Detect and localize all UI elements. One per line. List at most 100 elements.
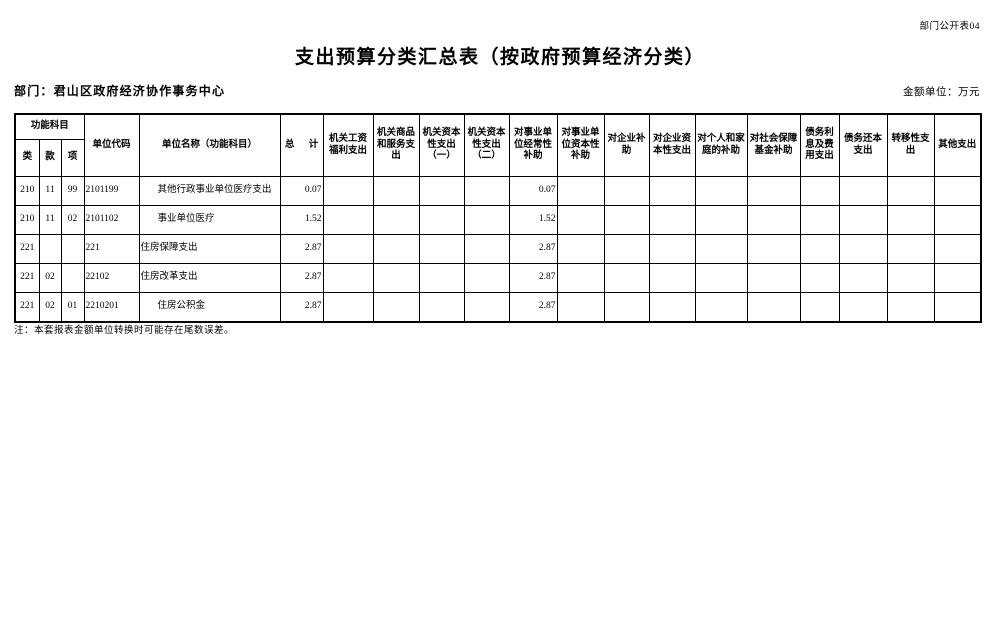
cell-value <box>322 205 374 235</box>
cell-value <box>463 234 510 264</box>
cell-unit-name: 住房保障支出 <box>138 234 281 264</box>
cell-value <box>694 292 748 323</box>
cell-value <box>322 176 374 206</box>
footnote: 注：本套报表金额单位转换时可能存在尾数误差。 <box>14 326 235 336</box>
col-header-expense-2: 机关资本性支出（一） <box>418 113 465 177</box>
cell-total: 1.52 <box>279 205 324 235</box>
cell-value <box>418 176 465 206</box>
col-header-expense-4: 对事业单位经常性补助 <box>508 113 558 177</box>
col-header-item: 项 <box>60 139 85 177</box>
cell-value <box>603 205 650 235</box>
cell-unit-code: 221 <box>83 234 140 264</box>
department-label: 部门：君山区政府经济协作事务中心 <box>14 84 226 98</box>
cell-value <box>838 205 888 235</box>
cell-value <box>556 292 605 323</box>
page-title: 支出预算分类汇总表（按政府预算经济分类） <box>294 47 705 68</box>
cell-unit-code: 2101102 <box>83 205 140 235</box>
cell-value <box>799 263 840 293</box>
meta-row: 部门：君山区政府经济协作事务中心 金额单位：万元 <box>14 82 980 99</box>
table-row: 221 221 住房保障支出 2.87 2.87 <box>14 234 982 264</box>
cell-total: 2.87 <box>279 292 324 323</box>
col-header-expense-6: 对企业补助 <box>603 113 650 177</box>
cell-func-class: 210 <box>14 176 40 206</box>
cell-func-item <box>60 263 85 293</box>
col-header-class: 类 <box>14 139 40 177</box>
cell-value <box>603 176 650 206</box>
cell-value <box>886 234 935 264</box>
cell-func-class: 221 <box>14 292 40 323</box>
cell-func-class: 210 <box>14 205 40 235</box>
table-row: 210 11 99 2101199 其他行政事业单位医疗支出 0.07 0.07 <box>14 176 982 206</box>
table-row: 210 11 02 2101102 事业单位医疗 1.52 1.52 <box>14 205 982 235</box>
cell-value <box>694 205 748 235</box>
cell-value: 1.52 <box>508 205 558 235</box>
col-header-expense-3: 机关资本性支出（二） <box>463 113 510 177</box>
col-header-expense-7: 对企业资本性支出 <box>648 113 696 177</box>
cell-value <box>746 176 801 206</box>
cell-value <box>838 234 888 264</box>
cell-total: 2.87 <box>279 234 324 264</box>
doc-ref-label: 部门公开表04 <box>919 22 980 32</box>
cell-value <box>694 176 748 206</box>
cell-value <box>746 234 801 264</box>
cell-value: 2.87 <box>508 263 558 293</box>
cell-value <box>603 292 650 323</box>
cell-value <box>799 234 840 264</box>
cell-value <box>799 205 840 235</box>
cell-value <box>418 292 465 323</box>
cell-value <box>838 176 888 206</box>
cell-value <box>322 234 374 264</box>
col-header-expense-11: 债务还本支出 <box>838 113 888 177</box>
cell-unit-name: 住房改革支出 <box>138 263 281 293</box>
col-header-section: 款 <box>38 139 62 177</box>
col-header-expense-10: 债务利息及费用支出 <box>799 113 840 177</box>
cell-value <box>418 205 465 235</box>
cell-value <box>746 263 801 293</box>
cell-value <box>556 263 605 293</box>
table-body: 210 11 99 2101199 其他行政事业单位医疗支出 0.07 0.07 <box>14 176 982 323</box>
cell-unit-code: 22102 <box>83 263 140 293</box>
cell-value <box>556 176 605 206</box>
col-header-expense-0: 机关工资福利支出 <box>322 113 374 177</box>
cell-value: 2.87 <box>508 234 558 264</box>
cell-value <box>463 205 510 235</box>
cell-value <box>799 292 840 323</box>
cell-func-section: 11 <box>38 205 62 235</box>
cell-total: 0.07 <box>279 176 324 206</box>
cell-value <box>556 234 605 264</box>
col-header-expense-9: 对社会保障基金补助 <box>746 113 801 177</box>
cell-unit-name: 事业单位医疗 <box>138 205 281 235</box>
cell-value <box>648 263 696 293</box>
cell-value <box>372 263 420 293</box>
cell-func-item <box>60 234 85 264</box>
cell-value <box>463 176 510 206</box>
cell-value <box>838 292 888 323</box>
cell-func-section: 11 <box>38 176 62 206</box>
cell-func-section: 02 <box>38 263 62 293</box>
cell-value <box>372 292 420 323</box>
cell-value <box>322 263 374 293</box>
cell-value <box>603 234 650 264</box>
col-header-expense-8: 对个人和家庭的补助 <box>694 113 748 177</box>
cell-func-section <box>38 234 62 264</box>
cell-value <box>933 234 982 264</box>
col-header-expense-13: 其他支出 <box>933 113 982 177</box>
cell-total: 2.87 <box>279 263 324 293</box>
budget-table: 功能科目 单位代码 单位名称（功能科目） 总 计 机关工资福利支出 机关商品和服… <box>14 113 983 323</box>
cell-value <box>799 176 840 206</box>
cell-value <box>372 176 420 206</box>
cell-unit-code: 2210201 <box>83 292 140 323</box>
cell-value <box>463 292 510 323</box>
cell-value <box>886 205 935 235</box>
cell-value <box>933 263 982 293</box>
cell-value <box>838 263 888 293</box>
col-header-expense-12: 转移性支出 <box>886 113 935 177</box>
cell-value <box>372 205 420 235</box>
col-header-unit-name: 单位名称（功能科目） <box>138 113 281 177</box>
cell-value <box>648 234 696 264</box>
cell-value <box>886 263 935 293</box>
cell-value <box>556 205 605 235</box>
cell-func-class: 221 <box>14 234 40 264</box>
table-row: 221 02 01 2210201 住房公积金 2.87 2.87 <box>14 292 982 323</box>
